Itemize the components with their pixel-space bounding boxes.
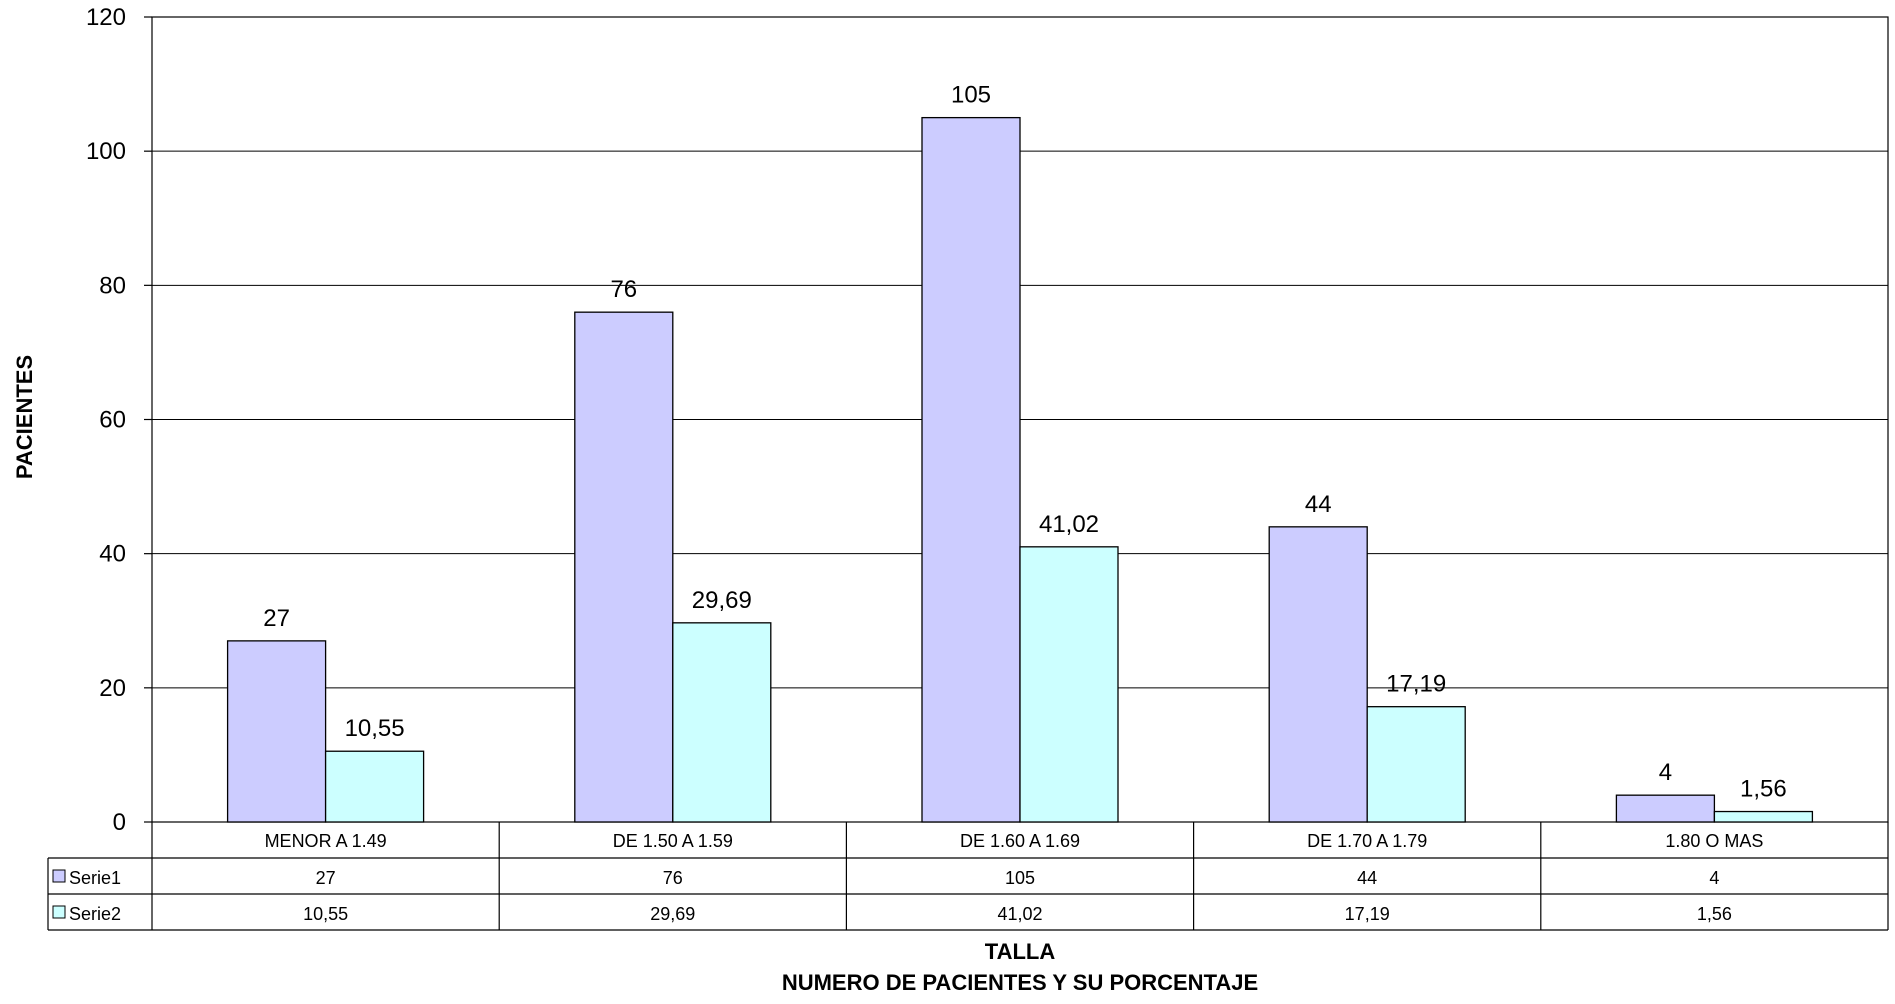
bar-serie2-1 xyxy=(324,750,425,823)
data-label-serie1-3: 105 xyxy=(951,82,991,109)
table-cell-serie2-2: 29,69 xyxy=(650,904,695,924)
data-label-serie2-4: 17,19 xyxy=(1386,671,1446,698)
table-cell-serie1-4: 44 xyxy=(1357,868,1377,888)
data-label-serie2-1: 10,55 xyxy=(345,715,405,742)
x-axis-subtitle: NUMERO DE PACIENTES Y SU PORCENTAJE xyxy=(782,970,1258,995)
bar-serie1-1 xyxy=(226,640,327,823)
x-axis-title: TALLA xyxy=(985,939,1056,964)
table-cell-serie1-3: 105 xyxy=(1005,868,1035,888)
bar-serie2-3 xyxy=(1019,546,1119,823)
legend-swatch-serie2 xyxy=(52,905,66,919)
table-cell-serie2-1: 10,55 xyxy=(303,904,348,924)
y-axis-ticks: 0 20 40 60 80 100 120 xyxy=(86,4,152,836)
bar-serie1-3 xyxy=(921,116,1021,823)
data-label-serie2-2: 29,69 xyxy=(692,587,752,614)
table-cell-serie2-5: 1,56 xyxy=(1697,904,1732,924)
data-label-serie1-2: 76 xyxy=(610,276,637,303)
bar-serie2-2 xyxy=(672,622,772,823)
x-tick-label: DE 1.50 A 1.59 xyxy=(613,831,733,851)
table-cell-serie1-5: 4 xyxy=(1709,868,1719,888)
table-cell-serie1-2: 76 xyxy=(663,868,683,888)
x-tick-label: DE 1.60 A 1.69 xyxy=(960,831,1080,851)
x-tick-label: 1.80 O MAS xyxy=(1665,831,1763,851)
data-label-serie1-4: 44 xyxy=(1305,491,1332,518)
data-label-serie1-5: 4 xyxy=(1659,759,1672,786)
y-tick-label: 80 xyxy=(99,272,126,299)
bar-serie2-5 xyxy=(1713,810,1814,823)
y-axis-title: PACIENTES xyxy=(12,355,37,479)
bar-serie1-5 xyxy=(1615,794,1716,823)
y-tick-label: 60 xyxy=(99,407,126,434)
x-tick-label: DE 1.70 A 1.79 xyxy=(1307,831,1427,851)
data-table: MENOR A 1.49 DE 1.50 A 1.59 DE 1.60 A 1.69… xyxy=(47,822,1889,931)
data-label-serie2-5: 1,56 xyxy=(1740,776,1787,803)
bars xyxy=(226,116,1814,823)
legend-label-serie2: Serie2 xyxy=(69,904,121,924)
y-tick-label: 20 xyxy=(99,675,126,702)
table-cell-serie1-1: 27 xyxy=(316,868,336,888)
table-cell-serie2-3: 41,02 xyxy=(997,904,1042,924)
bar-serie1-4 xyxy=(1268,526,1368,823)
y-tick-label: 120 xyxy=(86,4,126,31)
bar-serie1-2 xyxy=(574,311,674,823)
y-tick-label: 40 xyxy=(99,541,126,568)
x-tick-label: MENOR A 1.49 xyxy=(265,831,387,851)
bar-serie2-4 xyxy=(1366,706,1466,823)
legend-label-serie1: Serie1 xyxy=(69,868,121,888)
table-cell-serie2-4: 17,19 xyxy=(1345,904,1390,924)
data-label-serie2-3: 41,02 xyxy=(1039,511,1099,538)
y-tick-label: 100 xyxy=(86,138,126,165)
legend-swatch-serie1 xyxy=(52,869,66,883)
data-label-serie1-1: 27 xyxy=(263,605,290,632)
y-tick-label: 0 xyxy=(113,809,126,836)
